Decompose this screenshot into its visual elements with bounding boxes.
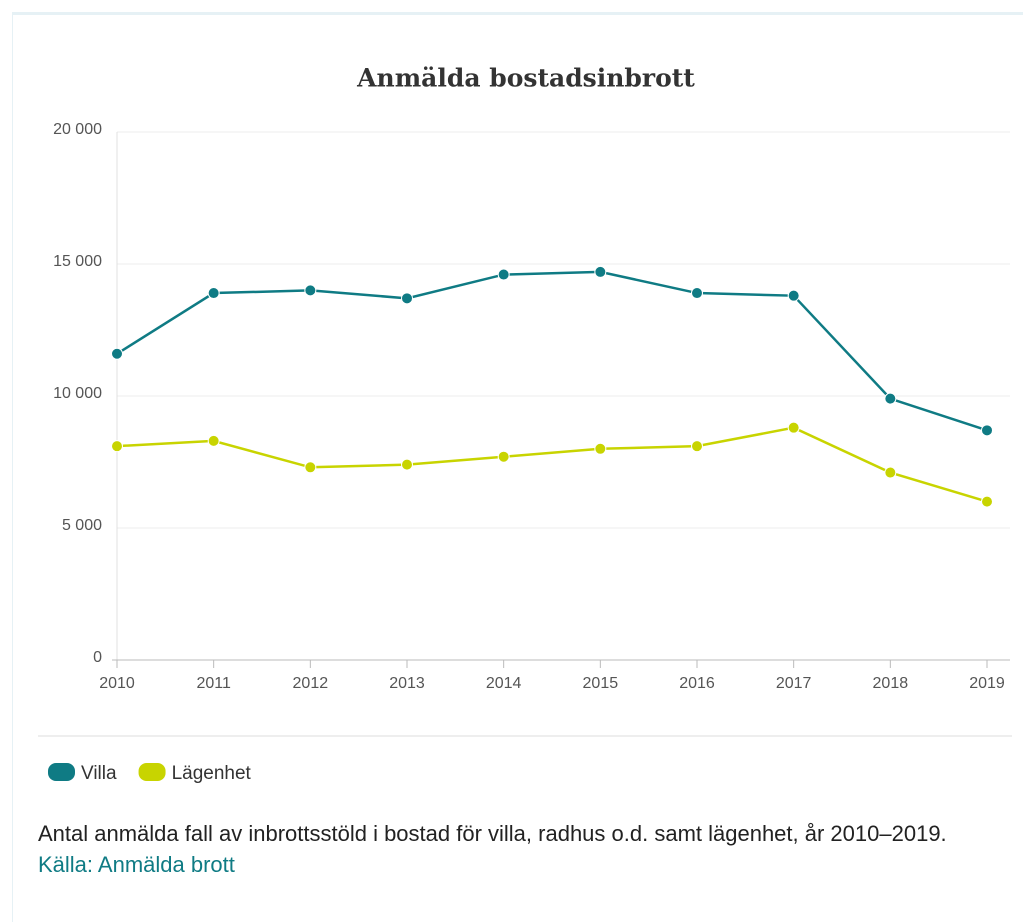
data-point	[207, 287, 220, 300]
data-point	[884, 466, 897, 479]
data-point	[981, 424, 993, 437]
legend-label: Lägenhet	[172, 763, 252, 784]
x-tick-label: 2017	[776, 675, 812, 692]
data-point	[401, 458, 413, 471]
y-tick-label: 5 000	[62, 517, 102, 534]
data-point	[594, 265, 607, 278]
data-point	[111, 347, 123, 360]
x-tick-label: 2019	[969, 675, 1005, 692]
legend-swatch	[138, 763, 166, 781]
caption: Antal anmälda fall av inbrottsstöld i bo…	[38, 818, 998, 880]
y-tick-label: 20 000	[53, 121, 102, 138]
data-point	[497, 268, 510, 281]
x-tick-label: 2016	[679, 675, 715, 692]
chart: Anmälda bostadsinbrott 0 5 000 10 000 15 00…	[38, 64, 1012, 784]
data-point	[594, 442, 607, 455]
series-line	[116, 270, 988, 432]
y-tick-label: 15 000	[53, 253, 102, 270]
x-tick-label: 2011	[196, 675, 231, 692]
data-point	[401, 292, 413, 305]
series-line	[116, 426, 988, 503]
legend-label: Villa	[81, 763, 117, 784]
data-point	[691, 440, 703, 453]
legend-swatch	[48, 763, 75, 781]
data-point	[304, 461, 317, 474]
data-point	[884, 392, 897, 405]
y-tick-label: 0	[93, 649, 102, 666]
data-point	[981, 495, 993, 508]
data-point	[111, 440, 123, 453]
x-tick-label: 2018	[873, 675, 909, 692]
data-point	[304, 284, 317, 297]
data-point	[497, 450, 510, 463]
data-point	[691, 287, 703, 300]
y-tick-label: 10 000	[53, 385, 102, 402]
data-point	[787, 421, 800, 434]
x-tick-label: 2014	[486, 675, 522, 692]
x-tick-label: 2010	[99, 675, 135, 692]
data-point	[207, 434, 220, 447]
x-tick-label: 2015	[583, 675, 619, 692]
x-tick-label: 2013	[389, 675, 425, 692]
caption-text: Antal anmälda fall av inbrottsstöld i bo…	[38, 821, 947, 846]
data-point	[787, 289, 800, 302]
chart-title: Anmälda bostadsinbrott	[356, 64, 695, 93]
x-tick-label: 2012	[293, 675, 329, 692]
source-link[interactable]: Källa: Anmälda brott	[38, 852, 235, 877]
card	[12, 12, 1023, 922]
